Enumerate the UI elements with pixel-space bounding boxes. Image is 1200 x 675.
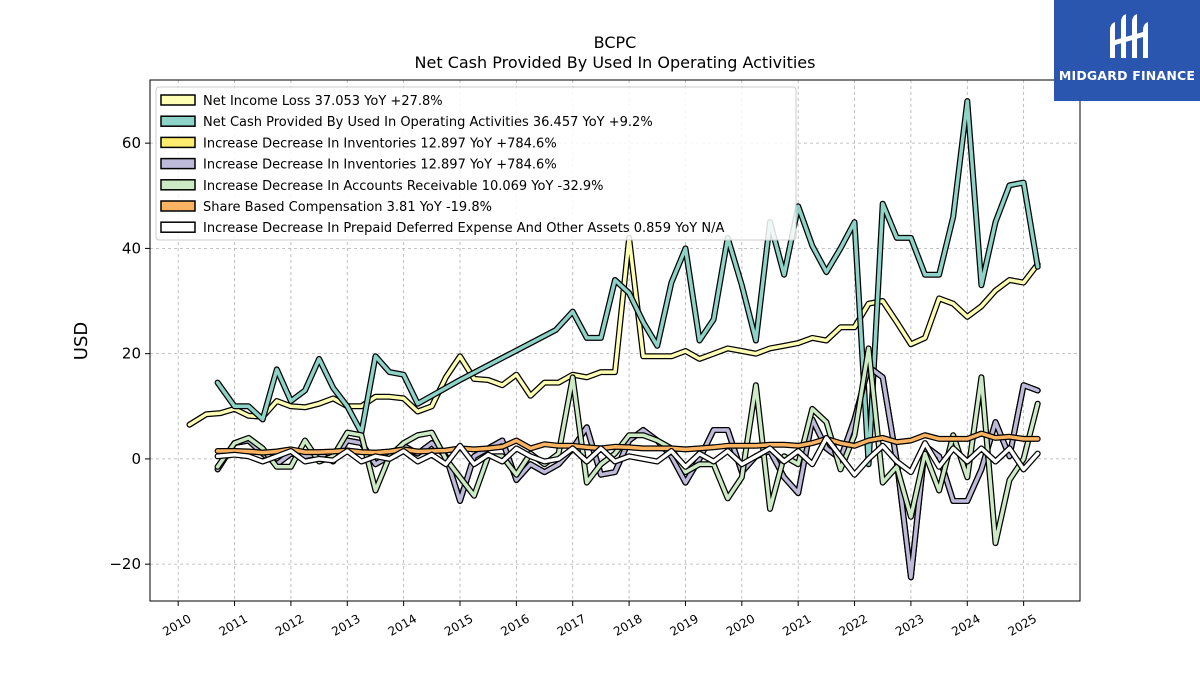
legend-label: Increase Decrease In Inventories 12.897 … — [203, 158, 557, 173]
y-axis: −20 0 20 40 60 — [109, 134, 150, 573]
series-group — [214, 363, 1041, 581]
series-line — [215, 99, 1040, 466]
x-axis: 2010 2011 2012 2013 2014 2015 2016 2017 2018 2019… — [160, 601, 1039, 639]
series-layer — [186, 98, 1041, 581]
x-tick-label: 2018 — [611, 611, 644, 638]
x-tick-label: 2022 — [837, 611, 870, 638]
legend-swatch — [160, 221, 196, 233]
x-tick-label: 2011 — [217, 611, 250, 638]
y-axis-label: USD — [71, 322, 92, 360]
legend-label: Increase Decrease In Accounts Receivable… — [203, 179, 604, 194]
series-line — [215, 346, 1040, 545]
series-line — [215, 431, 1040, 455]
x-tick-label: 2017 — [555, 611, 588, 638]
x-tick-label: 2010 — [160, 611, 193, 638]
series-line-outline — [186, 234, 1041, 428]
legend-swatch — [160, 115, 196, 127]
x-tick-label: 2025 — [1006, 611, 1039, 638]
legend-label: Net Income Loss 37.053 YoY +27.8% — [203, 94, 443, 109]
series-group — [214, 98, 1041, 468]
series-line — [215, 436, 1040, 477]
y-tick-label: 20 — [122, 345, 141, 363]
y-tick-label: 0 — [131, 450, 141, 468]
x-tick-label: 2024 — [949, 611, 982, 638]
series-group — [186, 234, 1041, 428]
x-tick-label: 2013 — [329, 611, 362, 638]
x-tick-label: 2016 — [498, 611, 531, 638]
brand-logo: MIDGARD FINANCE — [1054, 0, 1200, 101]
y-tick-label: 40 — [122, 239, 141, 257]
x-tick-label: 2015 — [442, 611, 475, 638]
y-tick-label: 60 — [122, 134, 141, 152]
legend-swatch — [160, 136, 196, 149]
x-tick-label: 2021 — [780, 611, 813, 638]
x-tick-label: 2019 — [668, 611, 701, 638]
x-tick-label: 2012 — [273, 611, 306, 638]
legend-swatch — [160, 157, 196, 170]
legend-swatch — [160, 200, 196, 212]
series-group — [214, 345, 1041, 547]
legend-swatch — [160, 94, 196, 106]
legend-label: Net Cash Provided By Used In Operating A… — [203, 115, 653, 130]
legend-box — [155, 86, 797, 241]
series-line — [215, 365, 1040, 580]
legend-label: Increase Decrease In Prepaid Deferred Ex… — [203, 221, 724, 236]
legend-label: Share Based Compensation 3.81 YoY -19.8% — [203, 200, 492, 215]
chart-title: BCPC — [594, 33, 637, 52]
x-tick-label: 2020 — [724, 611, 757, 638]
legend-swatch — [160, 179, 196, 191]
logo-text: MIDGARD FINANCE — [1058, 68, 1196, 83]
series-group — [214, 434, 1041, 478]
series-line — [187, 236, 1040, 427]
y-tick-label: −20 — [109, 555, 141, 573]
legend-label: Increase Decrease In Inventories 12.897 … — [203, 136, 557, 151]
logo-mark-icon — [1110, 14, 1148, 58]
chart-subtitle: Net Cash Provided By Used In Operating A… — [415, 53, 816, 72]
x-tick-label: 2023 — [893, 611, 926, 638]
plot-frame — [149, 79, 1081, 602]
legend: Net Income Loss 37.053 YoY +27.8% Net Cas… — [155, 86, 797, 241]
series-group — [214, 430, 1041, 456]
x-tick-label: 2014 — [386, 611, 419, 638]
